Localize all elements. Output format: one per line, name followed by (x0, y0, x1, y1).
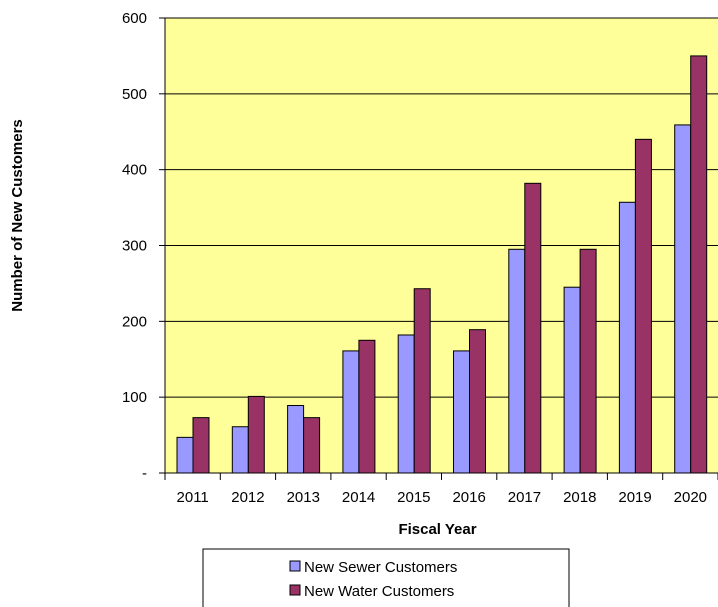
legend-swatch-sewer (289, 560, 301, 572)
legend-box (202, 548, 570, 607)
x-tick-label-2015: 2015 (397, 489, 430, 506)
y-tick-label: 300 (122, 238, 147, 255)
bar-water-2013 (303, 417, 321, 474)
x-tick-label-2019: 2019 (618, 489, 651, 506)
bar-water-2015 (413, 288, 431, 474)
bar-sewer-2018 (563, 286, 581, 474)
bar-sewer-2013 (287, 405, 305, 474)
x-axis-title: Fiscal Year (398, 521, 476, 538)
bar-sewer-2011 (176, 436, 194, 474)
bar-water-2019 (634, 138, 652, 474)
bar-water-2020 (690, 55, 708, 474)
bar-sewer-2019 (618, 201, 636, 474)
x-tick-label-2012: 2012 (231, 489, 264, 506)
y-tick-label: 200 (122, 313, 147, 330)
y-tick-label: 100 (122, 389, 147, 406)
legend-swatch-water (289, 584, 301, 596)
y-tick-label: 400 (122, 162, 147, 179)
bar-water-2016 (469, 329, 486, 474)
x-tick-label-2014: 2014 (342, 489, 375, 506)
x-axis-ticks: 2011 2012 2013 2014 2015 2016 2017 2018 2019 2020 (164, 473, 718, 506)
y-tick-label: - (142, 465, 147, 482)
bar-sewer-2017 (508, 248, 526, 474)
x-tick-label-2017: 2017 (508, 489, 541, 506)
y-tick-label: 600 (122, 10, 147, 27)
x-tick-label-2018: 2018 (563, 489, 596, 506)
y-axis-title: Number of New Customers (9, 119, 26, 312)
x-tick-label-2011: 2011 (177, 489, 209, 506)
bar-sewer-2014 (342, 350, 360, 474)
bar-water-2017 (524, 182, 542, 474)
x-tick-label-2020: 2020 (674, 489, 707, 506)
x-tick-label-2013: 2013 (287, 489, 320, 506)
bar-sewer-2012 (231, 426, 249, 474)
bar-water-2012 (247, 395, 265, 474)
bar-water-2014 (358, 339, 376, 474)
legend-label-water: New Water Customers (304, 583, 454, 600)
bar-sewer-2015 (397, 334, 415, 474)
y-axis-ticks: - 100 200 300 400 500 600 (122, 10, 165, 482)
bar-sewer-2020 (674, 124, 692, 474)
bar-sewer-2016 (453, 350, 470, 474)
bar-water-2018 (579, 248, 597, 474)
bar-water-2011 (192, 417, 210, 474)
legend: New Sewer Customers New Water Customers (202, 548, 570, 607)
y-tick-label: 500 (122, 86, 147, 103)
bars (176, 55, 708, 474)
legend-label-sewer: New Sewer Customers (304, 559, 457, 576)
x-tick-label-2016: 2016 (452, 489, 485, 506)
